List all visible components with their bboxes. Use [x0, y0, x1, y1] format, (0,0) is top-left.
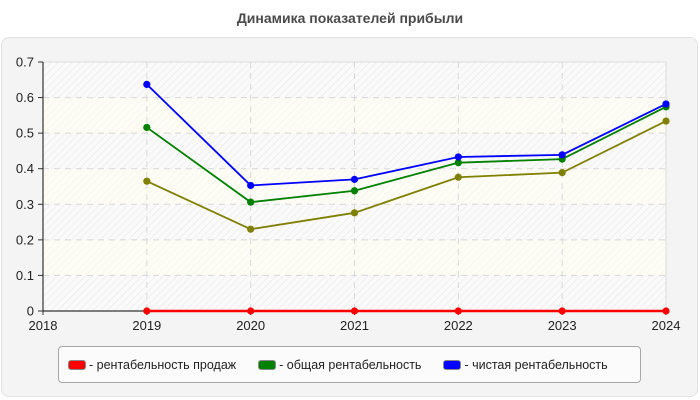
- chart-legend: - рентабельность продаж - общая рентабел…: [58, 346, 641, 383]
- data-point[interactable]: [558, 151, 566, 159]
- data-point[interactable]: [247, 198, 255, 206]
- data-point[interactable]: [247, 181, 255, 190]
- legend-item-net-profitability: - чистая рентабельность: [443, 357, 608, 372]
- x-tick-label: 2021: [340, 318, 369, 333]
- data-point[interactable]: [143, 80, 151, 89]
- legend-label: - общая рентабельность: [279, 357, 422, 372]
- x-tick-label: 2018: [29, 318, 58, 333]
- legend-swatch-red: [68, 359, 86, 370]
- x-tick-label: 2019: [132, 318, 161, 333]
- y-tick-label: 0.4: [16, 161, 34, 176]
- data-point[interactable]: [247, 225, 255, 233]
- data-point[interactable]: [350, 209, 359, 217]
- data-point[interactable]: [662, 100, 670, 108]
- series-line: [143, 117, 670, 233]
- data-point[interactable]: [247, 307, 255, 315]
- series-line: [143, 307, 670, 315]
- data-point[interactable]: [454, 307, 462, 315]
- data-point[interactable]: [454, 173, 462, 181]
- data-point[interactable]: [558, 169, 566, 177]
- y-tick-label: 0.5: [16, 126, 34, 141]
- x-tick-label: 2023: [548, 318, 577, 333]
- x-tick-label: 2022: [444, 318, 473, 333]
- chart-title: Динамика показателей прибыли: [236, 10, 464, 26]
- y-tick-label: 0: [27, 304, 34, 319]
- y-tick-label: 0.3: [16, 197, 34, 212]
- data-point[interactable]: [662, 117, 670, 125]
- legend-swatch-blue: [443, 359, 462, 370]
- data-point[interactable]: [143, 123, 151, 132]
- data-point[interactable]: [350, 175, 359, 183]
- x-tick-label: 2024: [652, 318, 681, 333]
- data-point[interactable]: [143, 307, 151, 315]
- y-tick-label: 0.7: [16, 55, 34, 70]
- data-point[interactable]: [350, 187, 359, 195]
- y-axis-tick-labels: 0 0.1 0.2 0.3 0.4 0.5 0.6 0.7: [16, 55, 34, 319]
- data-point[interactable]: [143, 177, 151, 185]
- legend-item-total-profitability: - общая рентабельность: [258, 358, 421, 372]
- data-series: [143, 80, 670, 315]
- legend-item-sales-profitability: - рентабельность продаж: [68, 358, 236, 372]
- legend-swatch-green: [258, 359, 277, 370]
- data-point[interactable]: [454, 153, 462, 161]
- series-line: [143, 80, 670, 190]
- y-tick-label: 0.2: [16, 232, 34, 247]
- legend-label: - чистая рентабельность: [464, 357, 608, 372]
- legend-label: - рентабельность продаж: [89, 357, 237, 372]
- data-point[interactable]: [662, 307, 670, 315]
- y-tick-label: 0.1: [16, 268, 34, 283]
- x-tick-label: 2020: [236, 318, 265, 333]
- data-point[interactable]: [454, 159, 462, 167]
- x-axis-tick-labels: 2018 2019 2020 2021 2022 2023 2024: [29, 318, 681, 333]
- data-point[interactable]: [558, 307, 566, 315]
- y-tick-label: 0.6: [16, 90, 34, 105]
- data-point[interactable]: [350, 307, 359, 315]
